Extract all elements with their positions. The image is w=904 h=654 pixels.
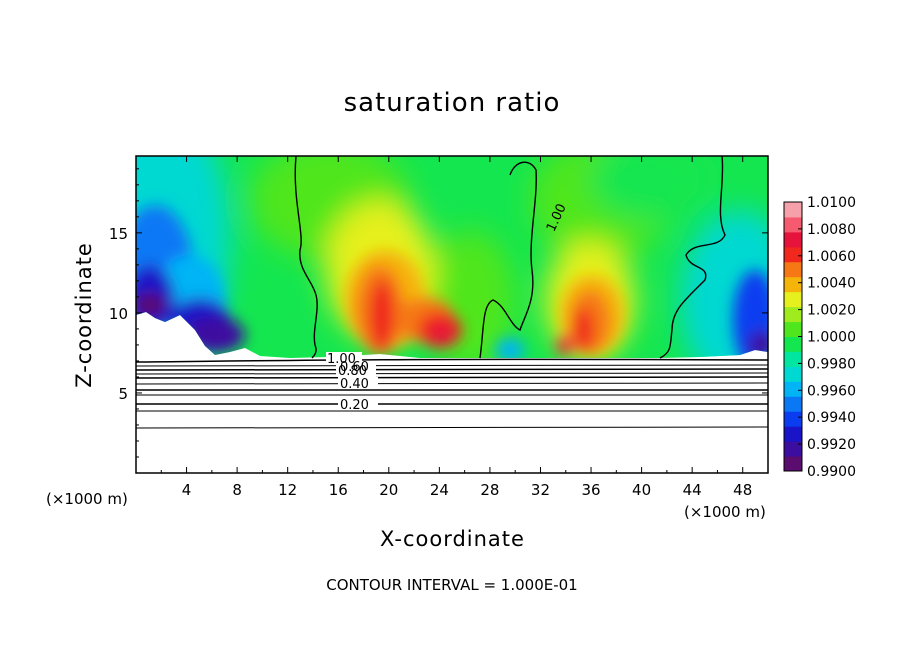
- contour-label: 0.20: [340, 398, 369, 413]
- colorbar-swatch: [784, 216, 802, 233]
- colorbar-swatch: [784, 202, 802, 218]
- colorbar-swatch: [784, 306, 802, 323]
- colorbar-label: 0.9900: [807, 464, 856, 480]
- colorbar-swatch: [784, 441, 802, 457]
- colorbar-label: 1.0060: [807, 249, 856, 265]
- colorbar-label: 0.9940: [807, 410, 856, 426]
- colorbar-swatch: [784, 336, 802, 352]
- colorbar-label: 0.9920: [807, 437, 856, 453]
- colorbar-label: 0.9960: [807, 383, 856, 399]
- colorbar-swatch: [784, 426, 802, 442]
- contour-line-1-00-left: [294, 156, 318, 359]
- contour-line-1-00-mid: [479, 161, 537, 359]
- colorbar-swatch: [784, 396, 802, 412]
- colorbar-swatch: [784, 351, 802, 367]
- x-unit-right: (×1000 m): [684, 503, 766, 521]
- contour-label: 0.40: [340, 377, 369, 392]
- x-tick-label: 4: [182, 481, 192, 499]
- x-tick-label: 40: [632, 481, 651, 499]
- x-tick-label: 48: [733, 481, 752, 499]
- saturation-field: [136, 156, 768, 358]
- colorbar-swatch: [784, 456, 802, 472]
- colorbar-swatch: [784, 261, 802, 278]
- contour-interval-note: CONTOUR INTERVAL = 1.000E-01: [326, 576, 578, 594]
- colorbar-swatch: [784, 276, 802, 293]
- x-tick-label: 24: [430, 481, 449, 499]
- x-tick-label: 36: [581, 481, 600, 499]
- y-tick-label: 5: [118, 385, 128, 403]
- y-tick-label: 10: [109, 305, 128, 323]
- x-tick-label: 44: [683, 481, 702, 499]
- colorbar-label: 1.0020: [807, 303, 856, 319]
- colorbar-swatch: [784, 366, 802, 382]
- plot-frame: [135, 155, 769, 474]
- contour-label: 0.80: [338, 364, 367, 379]
- colorbar-label: 1.0000: [807, 330, 856, 346]
- y-tick-label: 15: [109, 225, 128, 243]
- colorbar: 1.0100 1.0080 1.0060 1.0040 1.0020 1.0000 0.99…: [783, 195, 856, 480]
- colorbar-swatch: [784, 291, 802, 308]
- contour-label: 1.00: [327, 352, 356, 367]
- colorbar-label: 1.0100: [807, 195, 856, 211]
- x-axis-label: X-coordinate: [380, 527, 525, 551]
- colorbar-swatch: [784, 411, 802, 427]
- x-unit-left: (×1000 m): [46, 490, 128, 508]
- contour-line-1-00-right: [659, 156, 726, 359]
- x-tick-label: 8: [232, 481, 242, 499]
- y-axis: 5 10 15: [109, 168, 768, 458]
- colorbar-swatch: [784, 381, 802, 397]
- colorbar-swatch: [784, 321, 802, 337]
- colorbar-swatch: [784, 231, 802, 248]
- colorbar-swatch: [784, 246, 802, 263]
- x-tick-label: 32: [531, 481, 550, 499]
- x-tick-label: 16: [329, 481, 348, 499]
- x-tick-label: 20: [379, 481, 398, 499]
- x-tick-label: 12: [278, 481, 297, 499]
- colorbar-label: 1.0040: [807, 276, 856, 292]
- x-axis: 4 8 12 16 20 24 28 32 36 40 44 48: [160, 156, 752, 499]
- chart-title: saturation ratio: [343, 88, 561, 118]
- contour-label: 0.60: [340, 360, 369, 375]
- colorbar-label: 0.9980: [807, 356, 856, 372]
- colorbar-label: 1.0080: [807, 222, 856, 238]
- x-tick-label: 28: [480, 481, 499, 499]
